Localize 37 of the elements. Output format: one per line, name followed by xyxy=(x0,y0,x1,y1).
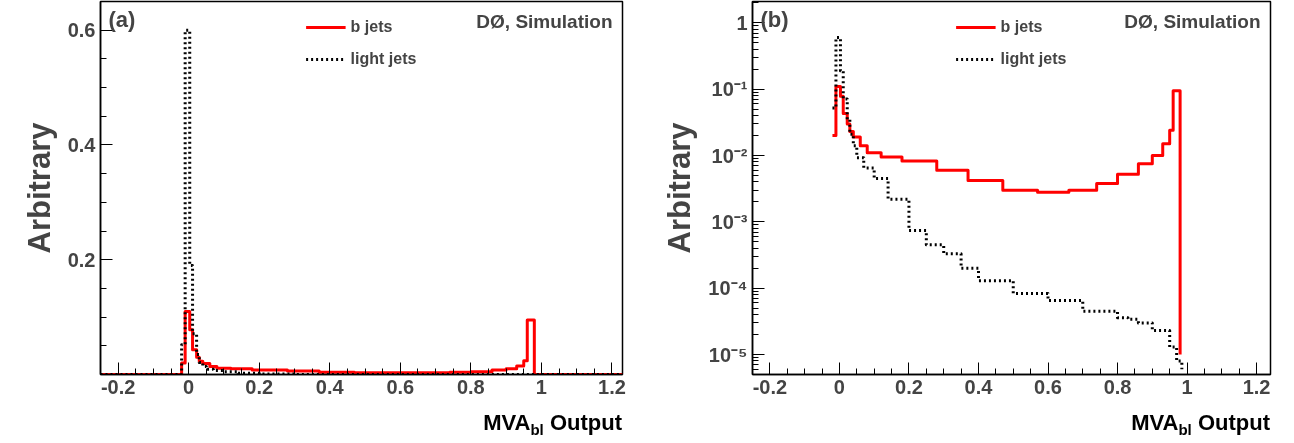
annotation: DØ, Simulation xyxy=(1124,10,1261,32)
x-tick-label: 0.8 xyxy=(1103,375,1132,398)
x-tick-label: 0.2 xyxy=(245,375,274,398)
legend-label: b jets xyxy=(1000,18,1043,36)
y-tick-label: 0.2 xyxy=(67,248,96,271)
x-tick-label: -0.2 xyxy=(100,375,136,398)
x-tick-label: 0.4 xyxy=(964,375,994,398)
x-tick-label: 0.4 xyxy=(315,375,345,398)
y-tick-label: 10⁻⁴ xyxy=(708,277,748,300)
y-axis-title: Arbitrary xyxy=(21,121,57,254)
y-tick-label: 10⁻⁵ xyxy=(708,343,748,366)
x-axis-title: MVA$_{bl}$ Output xyxy=(1130,410,1270,441)
annotation: (a) xyxy=(108,6,136,32)
x-tick-label: 0 xyxy=(183,375,195,398)
x-axis-title: MVA$_{bl}$ Output xyxy=(482,410,622,441)
annotation: DØ, Simulation xyxy=(476,10,613,32)
y-tick-label: 1 xyxy=(736,11,748,34)
x-tick-label: 1.2 xyxy=(598,375,626,398)
x-tick-label: 0.8 xyxy=(456,375,485,398)
legend-label: b jets xyxy=(350,18,393,36)
x-tick-label: 0.6 xyxy=(1034,375,1062,398)
x-tick-label: 1.2 xyxy=(1242,375,1271,398)
x-tick-label: 1 xyxy=(535,375,547,398)
y-axis-title: Arbitrary xyxy=(662,121,698,254)
annotation: (b) xyxy=(760,6,789,32)
legend-label: light jets xyxy=(350,50,417,68)
y-tick-label: 0.6 xyxy=(67,19,96,42)
y-tick-label: 10⁻¹ xyxy=(711,78,748,101)
x-tick-label: 0.6 xyxy=(386,375,415,398)
y-tick-label: 0.4 xyxy=(67,133,97,156)
y-tick-label: 10⁻² xyxy=(711,144,748,167)
x-tick-label: -0.2 xyxy=(752,375,788,398)
y-tick-label: 10⁻³ xyxy=(711,210,748,233)
legend-label: light jets xyxy=(1000,50,1067,68)
x-tick-label: 0 xyxy=(833,375,845,398)
x-tick-label: 1 xyxy=(1181,375,1193,398)
x-tick-label: 0.2 xyxy=(895,375,923,398)
